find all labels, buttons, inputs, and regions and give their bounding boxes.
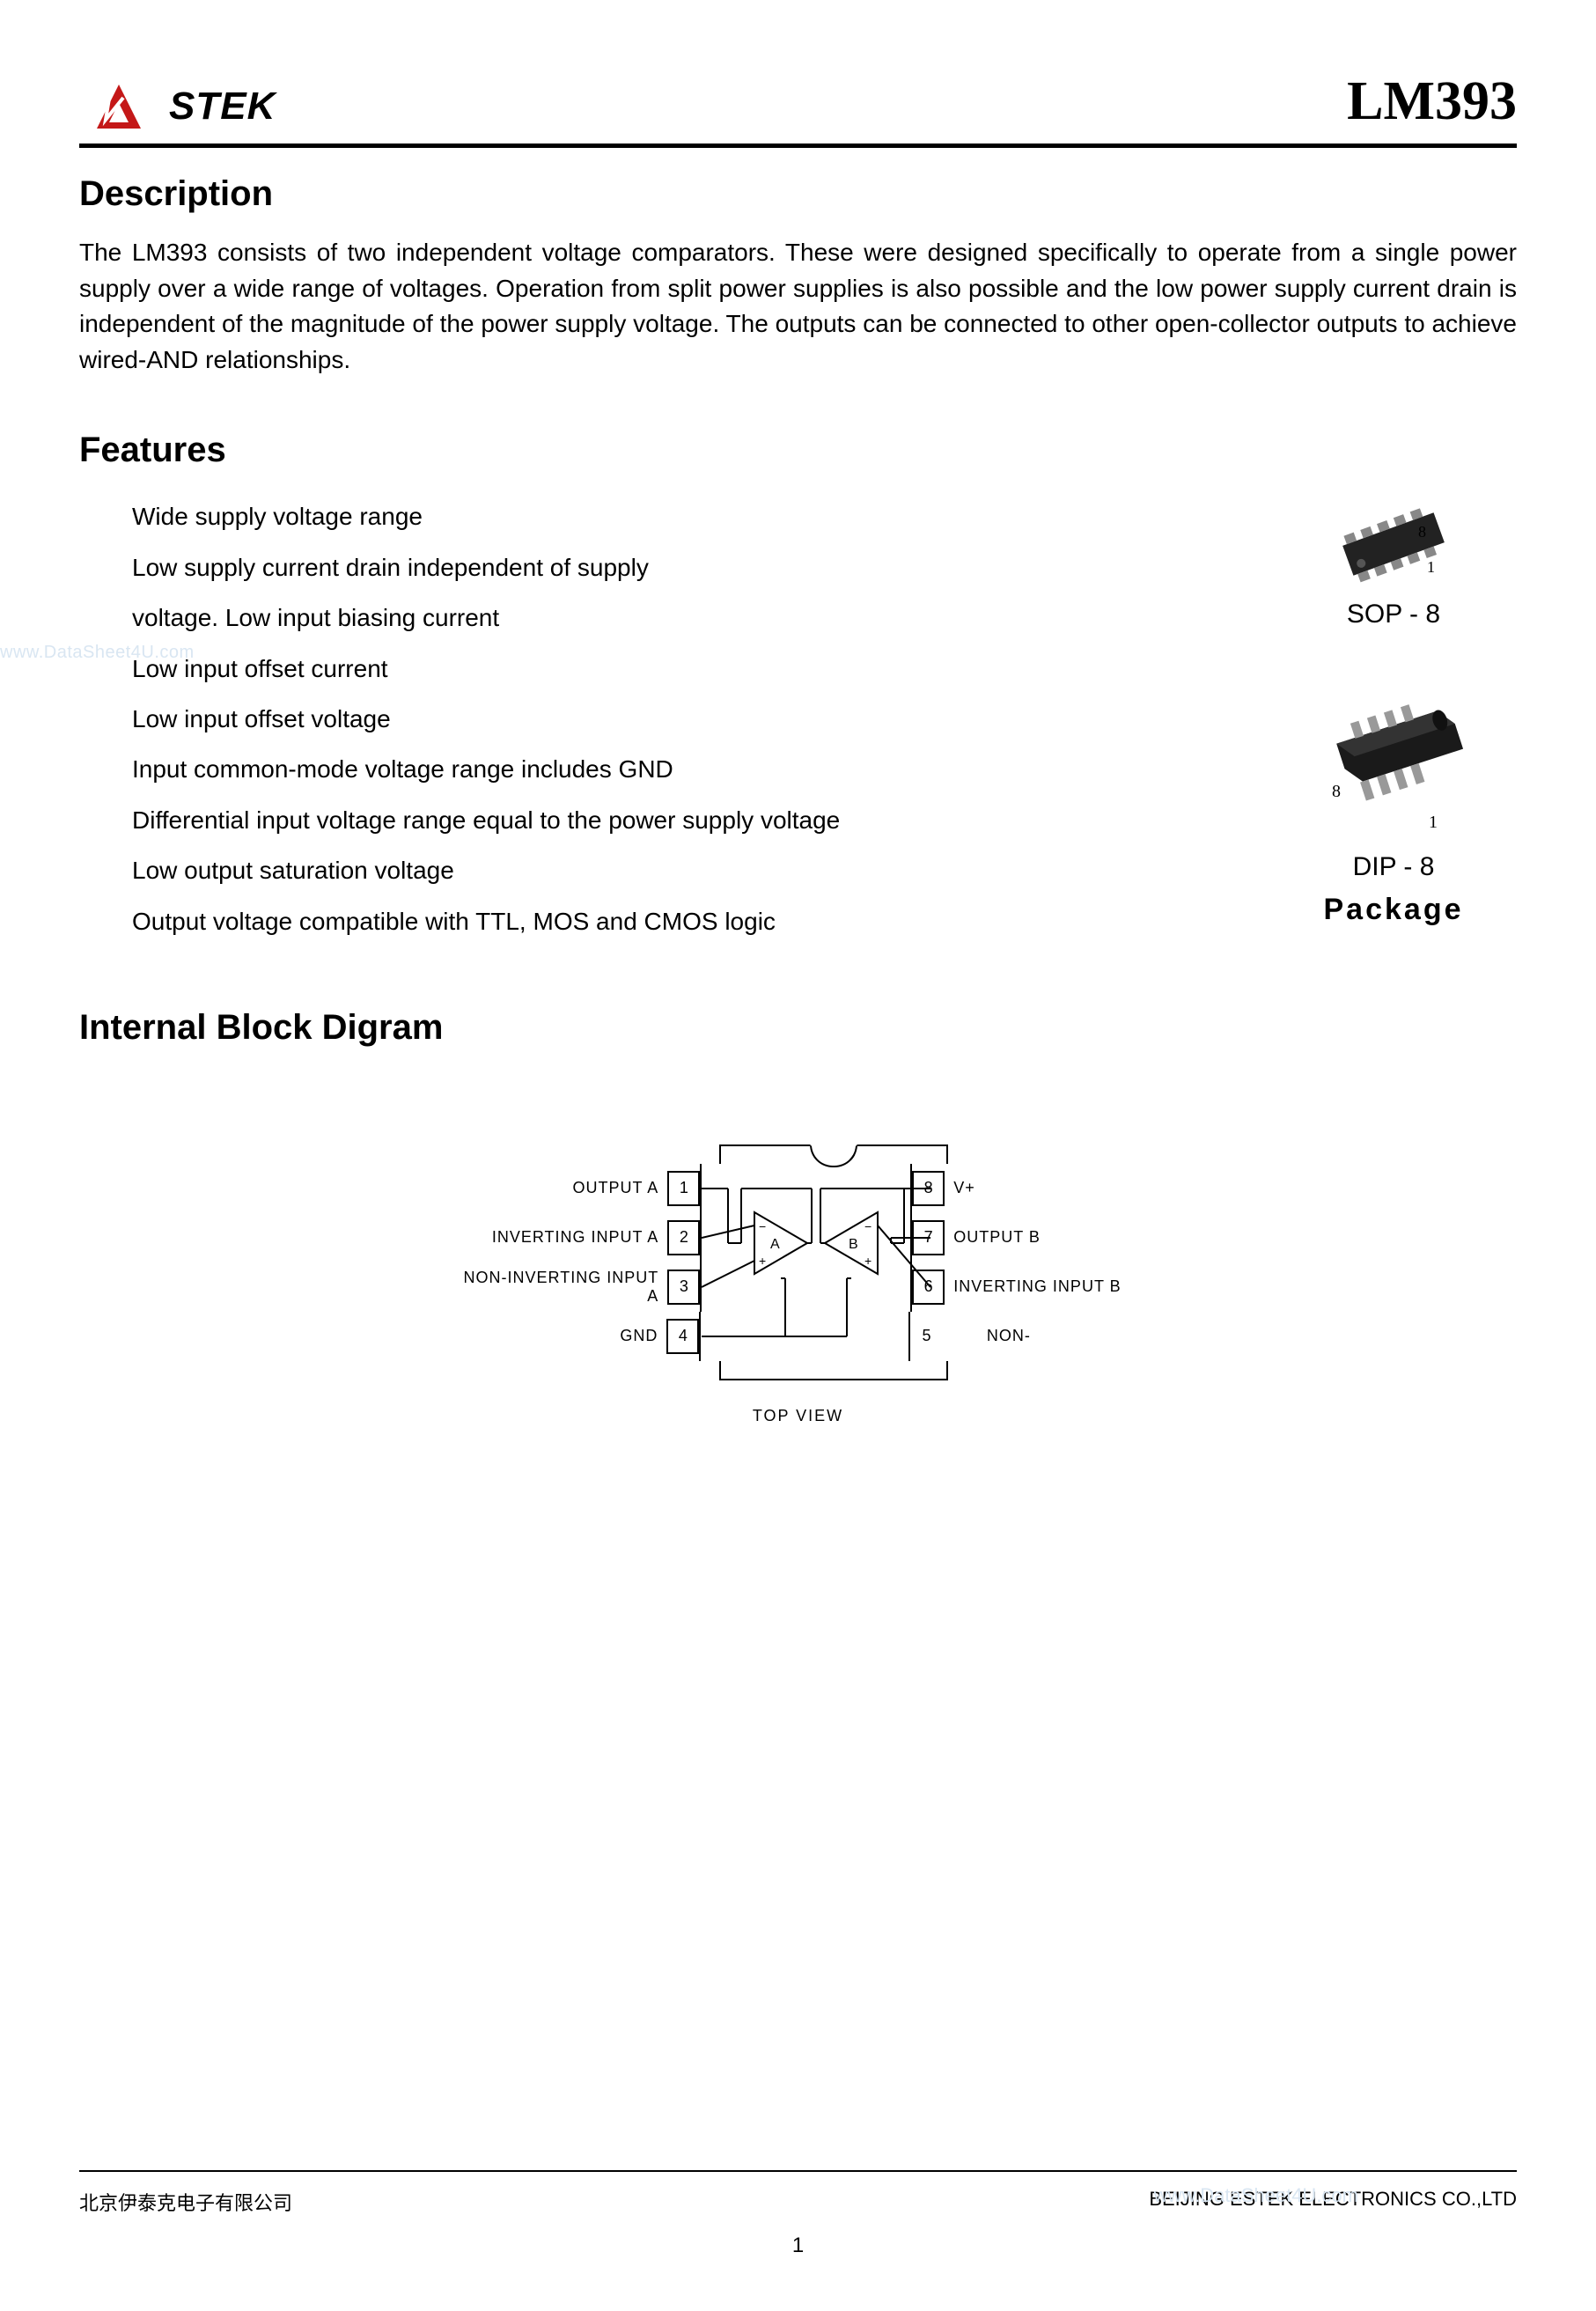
pin8-label: V+ (945, 1179, 1132, 1197)
footer-left: 北京伊泰克电子有限公司 (79, 2188, 292, 2216)
pin2-label: INVERTING INPUT A (464, 1228, 668, 1247)
pin2-num: 2 (667, 1220, 700, 1255)
logo-text: STEK (169, 85, 276, 129)
feature-item: voltage. Low input biasing current (132, 592, 1235, 643)
pin3-label: NON-INVERTING INPUT A (464, 1269, 668, 1306)
sop8-label: SOP - 8 (1270, 600, 1517, 629)
footer-right: www.DataSheet4U.com BEIJING ESTEK ELECTR… (1149, 2188, 1517, 2216)
dip-pin1-label: 1 (1429, 813, 1438, 832)
sop-pin8-label: 8 (1418, 523, 1426, 541)
dip8-icon: 8 1 (1270, 665, 1517, 845)
pin6-label: INVERTING INPUT B (945, 1277, 1132, 1296)
chip-body-row (700, 1262, 912, 1312)
chip-body-row (700, 1213, 912, 1262)
feature-item: Wide supply voltage range (132, 491, 1235, 541)
footer-row: 北京伊泰克电子有限公司 www.DataSheet4U.com BEIJING … (79, 2188, 1517, 2216)
pin4-label: GND (464, 1327, 667, 1345)
pin5-label: NON- (943, 1327, 1133, 1345)
logo: STEK (79, 80, 276, 133)
pin3-num: 3 (667, 1270, 700, 1305)
block-diagram: OUTPUT A 1 A − + B − + (464, 1144, 1133, 1425)
page-header: STEK LM393 (79, 70, 1517, 133)
features-package-row: Wide supply voltage range Low supply cur… (79, 491, 1517, 946)
footer-watermark: www.DataSheet4U.com (1154, 2184, 1358, 2207)
feature-item: Input common-mode voltage range includes… (132, 744, 1235, 794)
logo-icon (79, 80, 158, 133)
description-body: The LM393 consists of two independent vo… (79, 235, 1517, 378)
page-footer: 北京伊泰克电子有限公司 www.DataSheet4U.com BEIJING … (79, 2170, 1517, 2258)
header-rule (79, 144, 1517, 148)
dip-pin8-label: 8 (1332, 782, 1341, 801)
feature-item: Output voltage compatible with TTL, MOS … (132, 896, 1235, 946)
block-diagram-heading: Internal Block Digram (79, 1008, 1517, 1048)
pin-row-3: NON-INVERTING INPUT A 3 6 INVERTING INPU… (464, 1262, 1133, 1312)
feature-item: Low output saturation voltage (132, 845, 1235, 895)
features-list: Wide supply voltage range Low supply cur… (132, 491, 1235, 946)
feature-item: Low input offset current (132, 644, 1235, 694)
footer-rule (79, 2170, 1517, 2172)
description-heading: Description (79, 174, 1517, 214)
feature-item: Low supply current drain independent of … (132, 542, 1235, 592)
feature-item: Low input offset voltage (132, 694, 1235, 744)
pin-row-2: INVERTING INPUT A 2 7 OUTPUT B (464, 1213, 1133, 1262)
top-view-caption: TOP VIEW (464, 1407, 1133, 1425)
watermark-left: www.DataSheet4U.com (0, 643, 195, 663)
page-number: 1 (79, 2234, 1517, 2258)
pin1-label: OUTPUT A (464, 1179, 668, 1197)
chip-body-row: A − + B − + (700, 1164, 912, 1213)
pin7-label: OUTPUT B (945, 1228, 1132, 1247)
dip8-label: DIP - 8 (1270, 852, 1517, 882)
package-column: 8 1 SOP - 8 8 1 (1270, 491, 1517, 927)
pin1-num: 1 (667, 1171, 700, 1206)
part-number: LM393 (1347, 70, 1517, 133)
pin4-num: 4 (666, 1319, 699, 1354)
sop8-icon: 8 1 (1270, 500, 1517, 592)
chip-body-row (699, 1312, 910, 1361)
feature-item: Differential input voltage range equal t… (132, 795, 1235, 845)
features-heading: Features (79, 431, 1517, 470)
package-heading: Package (1270, 893, 1517, 927)
pin-row-1: OUTPUT A 1 A − + B − + (464, 1164, 1133, 1213)
sop-pin1-label: 1 (1427, 558, 1435, 576)
chip-bottom-edge (719, 1361, 948, 1380)
pin-row-4: GND 4 5 NON- (464, 1312, 1133, 1361)
chip-notch (719, 1144, 948, 1164)
